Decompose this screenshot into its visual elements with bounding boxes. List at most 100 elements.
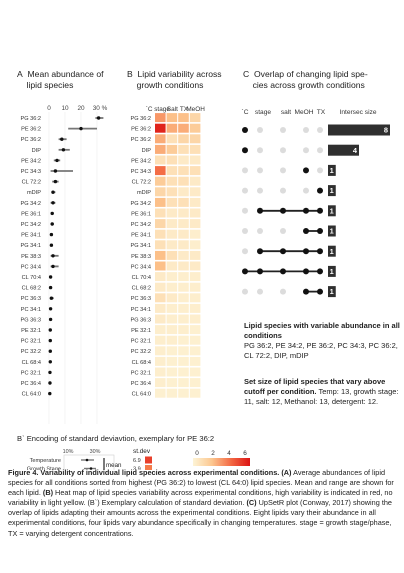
panel-c-dot-on <box>257 268 263 275</box>
panel-c-dot-on <box>303 248 309 255</box>
legend-b2-title: B` Encoding of standard deviavtion, exem… <box>17 434 214 443</box>
panel-c-dot-off <box>257 127 263 133</box>
panel-b-heat-cell <box>189 197 201 207</box>
panel-a-mean-point <box>48 307 53 311</box>
note2-heading: Set size of lipid species that vary abov… <box>244 377 386 396</box>
panel-c-bar-label: 1 <box>330 186 334 195</box>
panel-b-heat-cell <box>189 134 201 144</box>
panel-b-heat-cell <box>166 367 178 377</box>
panel-b-heat-cell <box>189 346 201 356</box>
legend-b2-mean-label: mean <box>106 462 122 469</box>
panel-b-heat-cell <box>166 229 178 239</box>
panel-c-dot-on <box>317 207 323 214</box>
panel-a-row-label: CL 68:2 <box>22 286 41 292</box>
panel-a-mean-point <box>48 349 52 353</box>
panel-b-row-label: CL 70:4 <box>132 275 151 281</box>
panel-b-heat-cell <box>166 219 178 229</box>
panel-a-mean-point <box>79 126 83 131</box>
panel-c-column-label: Intersec size <box>339 109 376 116</box>
panel-b-heat-cell <box>166 208 178 218</box>
panel-b-row-label: PC 34:4 <box>131 264 151 270</box>
caption-c-label: (C) <box>246 498 257 508</box>
note1-heading: Lipid species with variable abundance in… <box>244 321 400 340</box>
scale-tick-label: 6 <box>243 450 247 457</box>
panel-b-heat-cell <box>189 113 201 123</box>
panel-a-row-label: mDIP <box>27 190 41 196</box>
panel-a-mean-point <box>49 232 54 237</box>
panel-b-heat-cell <box>189 378 201 388</box>
panel-a-title: A Mean abundance of lipid species <box>17 69 104 91</box>
panel-b-heat-cell <box>166 293 178 303</box>
panel-b-heat-cell <box>178 325 189 335</box>
panel-a-mean-point <box>55 158 59 163</box>
panel-b-row-label: PC 32:2 <box>131 349 151 355</box>
panel-b-heat-cell <box>166 134 178 144</box>
panel-b-heat-cell <box>178 240 189 250</box>
panel-b-heat-cell <box>155 113 166 123</box>
panel-c-dot-off <box>280 127 286 133</box>
panel-b-row-label: PC 36:2 <box>131 137 151 143</box>
panel-b-heat-cell <box>189 272 201 282</box>
panel-c-dot-off <box>280 167 286 174</box>
panel-c-dot-on <box>317 228 323 234</box>
panel-a-mean-point <box>49 243 54 247</box>
panel-b-row-label: PG 36:2 <box>130 116 151 122</box>
panel-b-row-label: CL 64:0 <box>132 392 151 398</box>
panel-b-heat-cell <box>178 356 189 366</box>
legend-b2-tick: 10% <box>63 449 74 455</box>
panel-b-row-label: PE 34:1 <box>131 233 151 239</box>
panel-c-dot-on <box>303 288 309 295</box>
panel-c-column-label: TX <box>317 109 326 116</box>
panel-c-bar-label: 1 <box>330 227 334 236</box>
panel-b-heat-cell <box>178 229 189 239</box>
panel-b-heat-cell <box>178 113 189 123</box>
panel-b-heat-cell <box>155 293 166 303</box>
panel-c-dot-on <box>257 248 263 255</box>
panel-b-heat-cell <box>155 208 166 218</box>
panel-b-heat-cell <box>166 378 178 388</box>
panel-c-dot-on <box>280 248 286 255</box>
panel-b-row-label: PC 32:1 <box>131 339 151 345</box>
panel-b-heat-cell <box>178 314 189 324</box>
panel-b-row-label: mDIP <box>137 190 151 196</box>
panel-c-bar <box>328 144 359 156</box>
panel-a-row-label: PE 36:1 <box>21 211 41 217</box>
panel-b-heat-cell <box>178 293 189 303</box>
panel-b-heat-cell <box>189 261 201 271</box>
panel-a-mean-point <box>50 211 54 216</box>
panel-b-heat-cell <box>189 229 201 239</box>
panel-c-dot-on <box>280 207 286 214</box>
panel-b-heat-cell <box>189 155 201 165</box>
panel-b-title-line1: Lipid variability across <box>137 69 222 79</box>
caption-title: Figure 4. Variability of individual lipi… <box>8 468 280 477</box>
panel-b-heat-cell <box>155 335 166 345</box>
panel-a-mean-point <box>51 201 55 205</box>
panel-b-heat-cell <box>166 240 178 250</box>
panel-c-dot-off <box>280 228 286 234</box>
panel-b-heat-cell <box>155 123 166 133</box>
panel-b-heat-cell <box>178 250 189 260</box>
panel-b-heat-cell <box>189 293 201 303</box>
panel-b-heat-cell <box>178 134 189 144</box>
panel-b-heat-cell <box>166 261 178 271</box>
panel-b-heat-cell <box>155 166 166 176</box>
panel-b-row-label: PC 34:3 <box>131 169 151 175</box>
panel-b-row-label: PE 32:1 <box>131 328 151 334</box>
panel-c-dot-off <box>303 127 309 133</box>
panel-c-dot-off <box>242 228 248 234</box>
panel-c-dot-on <box>242 127 248 133</box>
legend-b2-swatch <box>145 465 152 470</box>
panel-b-heat-cell <box>178 187 189 197</box>
panel-c-dot-off <box>242 187 248 194</box>
panel-b-row-label: PG 34:1 <box>130 243 151 249</box>
panel-b-heat-cell <box>189 282 201 292</box>
panel-b-heat-cell <box>189 250 201 260</box>
panel-c-dot-on <box>303 207 309 214</box>
panel-b-heat-cell <box>166 272 178 282</box>
panel-b-heat-cell <box>178 282 189 292</box>
panel-c-bar <box>328 124 390 136</box>
panel-a-mean-point <box>48 275 53 279</box>
panel-b-heat-cell <box>155 134 166 144</box>
panel-b-heat-cell <box>178 335 189 345</box>
panel-b-row-label: PC 36:3 <box>131 296 151 302</box>
